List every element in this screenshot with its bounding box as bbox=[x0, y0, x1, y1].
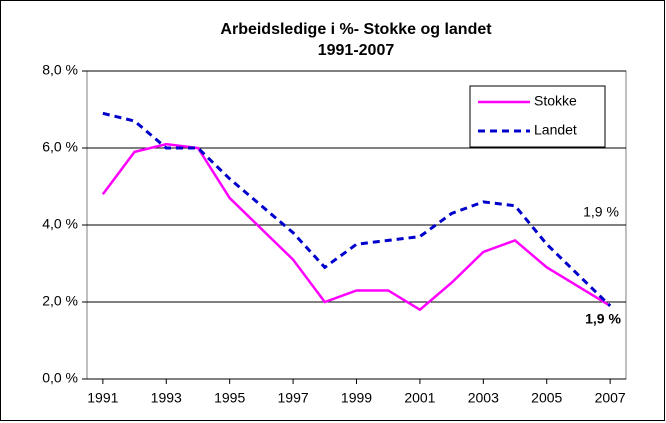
x-tick-label: 1999 bbox=[341, 390, 372, 406]
series-line bbox=[101, 142, 611, 312]
y-tick-label: 2,0 % bbox=[42, 293, 78, 309]
y-tick-label: 4,0 % bbox=[42, 216, 78, 232]
x-tick-label: 1993 bbox=[151, 390, 182, 406]
series-line bbox=[102, 111, 612, 307]
y-tick-label: 6,0 % bbox=[42, 139, 78, 155]
x-tick-label: 1991 bbox=[87, 390, 118, 406]
x-tick-label: 2001 bbox=[404, 390, 435, 406]
x-tick-label: 1995 bbox=[214, 390, 245, 406]
x-tick-label: 2005 bbox=[531, 390, 562, 406]
y-tick-label: 8,0 % bbox=[42, 62, 78, 78]
y-tick-label: 0,0 % bbox=[42, 370, 78, 386]
annotation: 1,9 % bbox=[585, 311, 621, 327]
legend-box bbox=[469, 85, 606, 148]
legend-label: Stokke bbox=[534, 93, 577, 109]
chart-title: Arbeidsledige i %- Stokke og landet bbox=[220, 21, 492, 38]
x-tick-label: 2007 bbox=[595, 390, 626, 406]
x-tick-label: 1997 bbox=[278, 390, 309, 406]
annotation: 1,9 % bbox=[583, 204, 619, 220]
legend-label: Landet bbox=[534, 122, 577, 138]
chart-title: 1991-2007 bbox=[318, 42, 395, 59]
x-tick-label: 2003 bbox=[468, 390, 499, 406]
